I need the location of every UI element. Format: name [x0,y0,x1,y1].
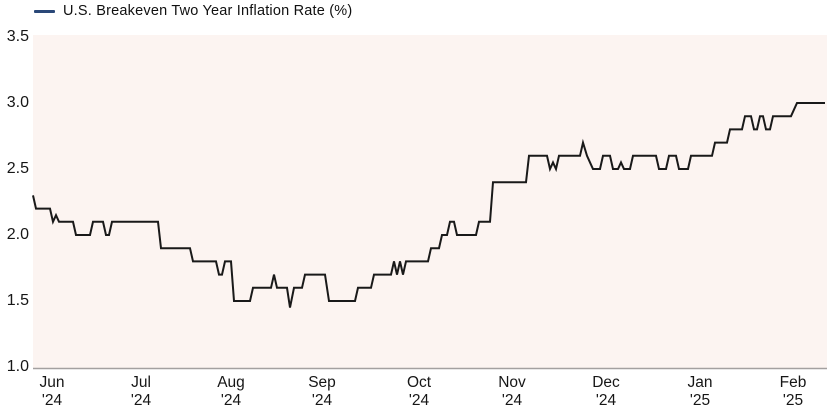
x-tick-year: '24 [41,392,63,409]
x-tick-year: '24 [595,392,617,409]
x-tick-month: Jul [131,374,151,391]
x-tick-label: Jul '24 [109,374,173,410]
x-tick-year: '24 [408,392,430,409]
y-tick-label: 3.0 [6,94,29,111]
x-tick-year: '24 [130,392,152,409]
plot-background [33,35,827,368]
x-tick-year: '25 [782,392,804,409]
x-tick-label: Nov '24 [480,374,544,410]
y-tick-label: 1.5 [6,292,29,309]
y-tick-label: 2.0 [6,226,29,243]
x-tick-month: Jun [39,374,65,391]
y-tick-label: 2.5 [6,160,29,177]
legend-label: U.S. Breakeven Two Year Inflation Rate (… [63,3,353,19]
x-tick-month: Feb [779,374,807,391]
x-tick-month: Sep [308,374,336,391]
x-tick-label: Feb '25 [761,374,825,410]
x-tick-month: Aug [217,374,245,391]
x-tick-year: '24 [311,392,333,409]
x-tick-label: Oct '24 [387,374,451,410]
x-tick-label: Sep '24 [290,374,354,410]
x-tick-month: Nov [498,374,526,391]
x-tick-label: Jan '25 [668,374,732,410]
x-tick-year: '24 [501,392,523,409]
x-tick-label: Dec '24 [574,374,638,410]
chart-legend: U.S. Breakeven Two Year Inflation Rate (… [34,3,352,19]
x-tick-label: Jun '24 [20,374,84,410]
x-tick-month: Oct [406,374,432,391]
series-line [32,102,825,308]
y-tick-label: 3.5 [6,28,29,45]
legend-line-swatch [34,9,55,13]
x-tick-month: Jan [687,374,713,391]
x-tick-month: Dec [592,374,620,391]
y-tick-label: 1.0 [6,358,29,375]
x-tick-year: '25 [689,392,711,409]
x-tick-year: '24 [220,392,242,409]
x-tick-label: Aug '24 [199,374,263,410]
